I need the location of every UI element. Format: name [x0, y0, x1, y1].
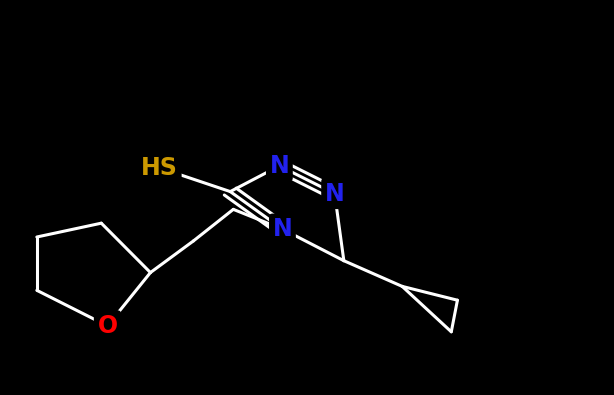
- Text: N: N: [270, 154, 289, 178]
- Text: HS: HS: [141, 156, 178, 180]
- Text: N: N: [273, 217, 292, 241]
- Text: O: O: [98, 314, 117, 338]
- Text: N: N: [325, 182, 344, 205]
